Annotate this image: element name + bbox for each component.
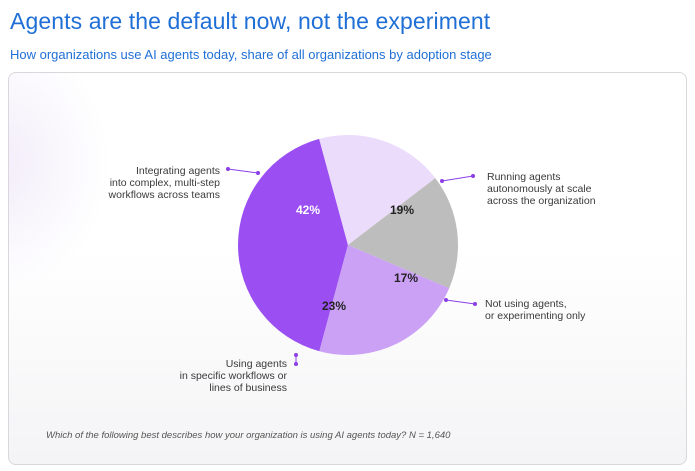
slice-integrating xyxy=(238,138,348,352)
leader-not-using xyxy=(444,298,477,306)
chart-title: Agents are the default now, not the expe… xyxy=(10,8,491,34)
label-not-using: Not using agents, or experimenting only xyxy=(485,298,586,322)
label-integrating: Integrating agents into complex, multi-s… xyxy=(108,165,220,201)
pct-running-autonomously: 19% xyxy=(390,203,415,217)
slice-specific-workflows xyxy=(319,245,450,356)
slice-running-autonomously xyxy=(319,135,436,245)
survey-footnote: Which of the following best describes ho… xyxy=(46,430,451,441)
leader-running-autonomously xyxy=(440,174,475,183)
pct-specific-workflows: 23% xyxy=(322,299,347,313)
label-specific-workflows: Using agents in specific workflows or li… xyxy=(179,358,287,394)
slice-not-using xyxy=(348,178,459,289)
leader-integrating xyxy=(226,167,260,175)
chart-subtitle: How organizations use AI agents today, s… xyxy=(10,47,492,62)
pct-integrating: 42% xyxy=(296,203,321,217)
label-running-autonomously: Running agents autonomously at scale acr… xyxy=(487,171,596,207)
pct-not-using: 17% xyxy=(394,271,419,285)
leader-specific-workflows xyxy=(294,353,298,366)
